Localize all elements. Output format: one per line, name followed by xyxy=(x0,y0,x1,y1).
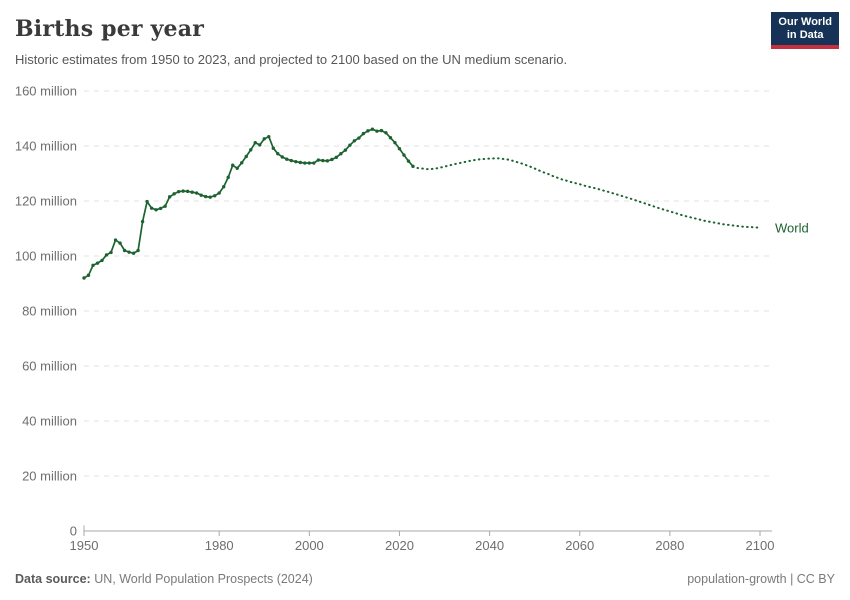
x-tick-label: 2040 xyxy=(475,538,504,553)
x-tick-label: 1980 xyxy=(205,538,234,553)
chart-subtitle: Historic estimates from 1950 to 2023, an… xyxy=(15,52,568,67)
x-tick-label: 2000 xyxy=(295,538,324,553)
x-tick-label: 2080 xyxy=(655,538,684,553)
projection-line xyxy=(416,157,761,229)
owid-logo-line2: in Data xyxy=(786,29,824,41)
y-axis-labels: 0 20 million 40 million 60 million 80 millio… xyxy=(15,84,77,539)
owid-logo[interactable]: Our World in Data xyxy=(771,12,839,49)
y-tick-label: 80 million xyxy=(22,304,77,319)
y-tick-label: 0 xyxy=(70,524,77,539)
x-tick-label: 2100 xyxy=(746,538,775,553)
chart-footer: Data source: UN, World Population Prospe… xyxy=(15,572,835,586)
data-source-text: UN, World Population Prospects (2024) xyxy=(90,572,313,586)
x-axis-labels: 1950 1980 2000 2020 2040 2060 2080 2100 xyxy=(70,538,775,553)
x-tick-label: 2020 xyxy=(385,538,414,553)
page-title: Births per year xyxy=(15,16,205,42)
owid-logo-line1: Our World xyxy=(778,16,832,28)
y-tick-label: 160 million xyxy=(15,84,77,99)
y-tick-label: 20 million xyxy=(22,469,77,484)
gridlines xyxy=(84,90,772,477)
historic-line xyxy=(82,127,415,280)
y-tick-label: 60 million xyxy=(22,359,77,374)
y-tick-label: 100 million xyxy=(15,249,77,264)
x-axis xyxy=(83,525,772,536)
y-tick-label: 120 million xyxy=(15,194,77,209)
footer-link[interactable]: population-growth | CC BY xyxy=(687,572,835,586)
x-tick-label: 1950 xyxy=(70,538,99,553)
world-series-label: World xyxy=(775,221,809,236)
y-tick-label: 140 million xyxy=(15,139,77,154)
x-tick-label: 2060 xyxy=(565,538,594,553)
data-source: Data source: UN, World Population Prospe… xyxy=(15,572,313,586)
data-source-label: Data source: xyxy=(15,572,91,586)
y-tick-label: 40 million xyxy=(22,414,77,429)
